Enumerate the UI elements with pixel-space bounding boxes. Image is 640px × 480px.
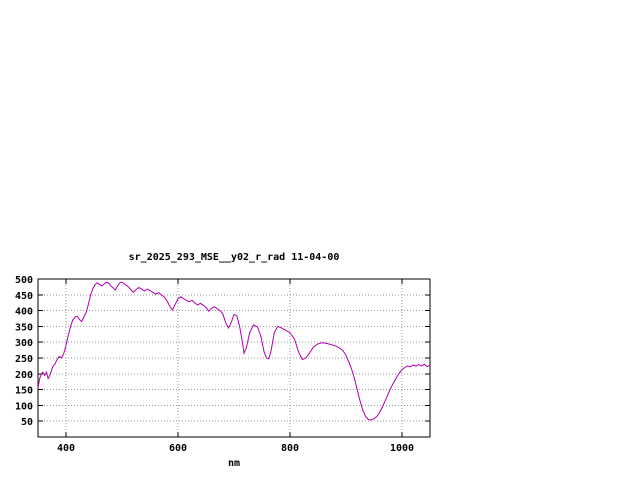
x-tick-label: 400 <box>57 443 75 454</box>
y-tick-label: 100 <box>15 401 33 412</box>
y-tick-label: 500 <box>15 275 33 286</box>
y-tick-label: 400 <box>15 307 33 318</box>
y-tick-label: 300 <box>15 338 33 349</box>
x-tick-label: 1000 <box>390 443 414 454</box>
y-tick-label: 200 <box>15 370 33 381</box>
y-tick-label: 150 <box>15 386 33 397</box>
x-tick-label: 600 <box>169 443 187 454</box>
series-line <box>37 281 431 421</box>
y-tick-label: 50 <box>21 417 33 428</box>
y-tick-label: 450 <box>15 291 33 302</box>
chart-title: sr_2025_293_MSE__y02_r_rad 11-04-00 <box>128 252 340 263</box>
x-tick-label: 800 <box>281 443 299 454</box>
y-tick-label: 250 <box>15 354 33 365</box>
x-axis-label: nm <box>227 458 241 469</box>
y-tick-label: 350 <box>15 322 33 333</box>
